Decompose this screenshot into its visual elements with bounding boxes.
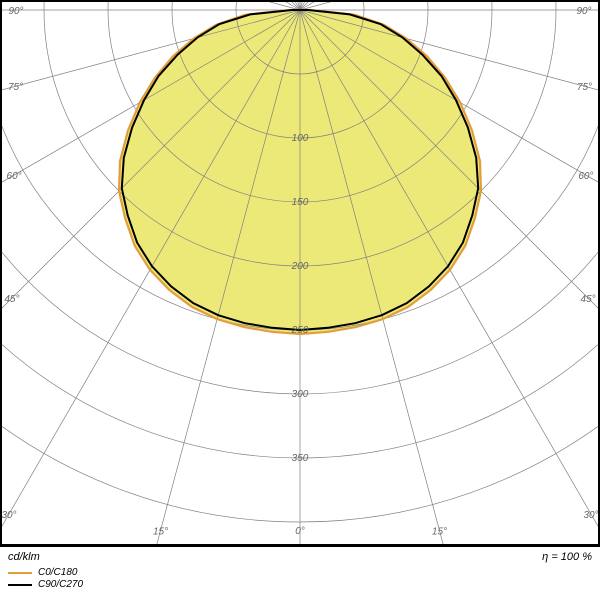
legend-label: C90/C270 [38, 579, 83, 590]
svg-text:100: 100 [292, 133, 309, 144]
svg-text:90°: 90° [8, 6, 23, 17]
svg-text:0°: 0° [295, 526, 305, 537]
svg-text:15°: 15° [432, 526, 447, 537]
eta-label: η = 100 % [542, 551, 592, 563]
svg-text:350: 350 [292, 453, 309, 464]
svg-text:45°: 45° [581, 294, 596, 305]
chart-footer: cd/klm η = 100 % C0/C180C90/C270 [0, 546, 600, 600]
svg-text:75°: 75° [577, 82, 592, 93]
svg-text:150: 150 [292, 197, 309, 208]
svg-text:75°: 75° [8, 82, 23, 93]
photometric-polar-diagram: 100 150 200 250 300 350 90° 90° 75° 75° 60° 60° 45° 4… [0, 0, 600, 600]
svg-text:60°: 60° [7, 171, 22, 182]
svg-text:200: 200 [291, 261, 309, 272]
legend-item: C90/C270 [8, 579, 592, 590]
legend-swatch [8, 584, 32, 586]
svg-text:90°: 90° [576, 6, 591, 17]
svg-text:250: 250 [291, 325, 309, 336]
legend: C0/C180C90/C270 [8, 567, 592, 590]
svg-text:45°: 45° [4, 294, 19, 305]
legend-swatch [8, 572, 32, 574]
legend-item: C0/C180 [8, 567, 592, 578]
svg-text:60°: 60° [578, 171, 593, 182]
polar-chart: 100 150 200 250 300 350 90° 90° 75° 75° 60° 60° 45° 4… [0, 0, 600, 546]
svg-text:15°: 15° [153, 526, 168, 537]
legend-label: C0/C180 [38, 567, 77, 578]
svg-text:30°: 30° [583, 510, 598, 521]
unit-label: cd/klm [8, 551, 40, 563]
svg-text:30°: 30° [1, 510, 16, 521]
svg-text:300: 300 [292, 389, 309, 400]
